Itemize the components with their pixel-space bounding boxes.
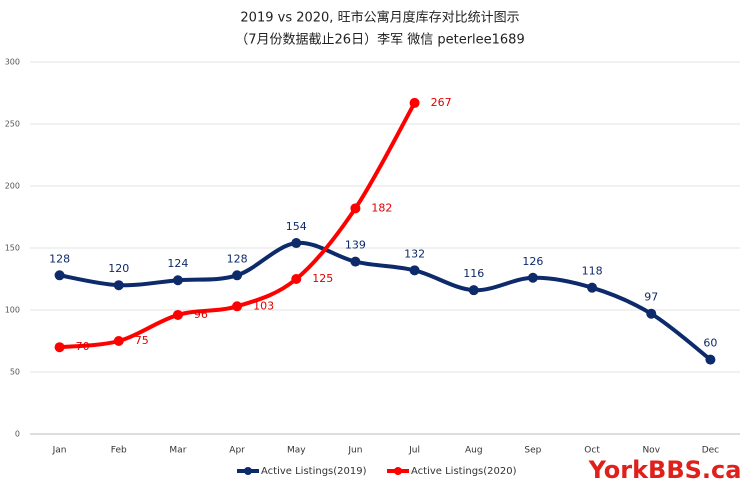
x-tick-label: Sep (524, 446, 541, 456)
data-label: 120 (108, 262, 129, 275)
data-label: 97 (644, 291, 658, 304)
x-tick-label: Oct (584, 446, 600, 456)
marker (409, 97, 420, 108)
marker (468, 285, 479, 296)
data-label: 132 (404, 247, 425, 260)
chart-subtitle: （7月份数据截止26日）李军 微信 peterlee1689 (235, 33, 524, 48)
data-label: 128 (49, 252, 70, 265)
data-label: 118 (582, 265, 603, 278)
x-tick-label: Feb (111, 446, 127, 456)
marker (291, 274, 302, 284)
marker (527, 272, 538, 283)
data-label: 70 (76, 340, 90, 353)
marker (113, 336, 124, 346)
y-tick-label: 300 (5, 58, 20, 67)
data-label: 125 (312, 272, 333, 285)
x-tick-label: Jul (408, 446, 420, 456)
marker (54, 270, 65, 281)
marker (646, 308, 657, 319)
marker (350, 203, 361, 214)
marker (587, 282, 598, 293)
marker (54, 342, 65, 353)
chart-title: 2019 vs 2020, 旺市公寓月度库存对比统计图示 (240, 10, 519, 26)
y-tick-label: 150 (5, 244, 20, 253)
marker (350, 256, 361, 267)
legend-label: Active Listings(2020) (411, 466, 517, 477)
x-tick-label: Jan (52, 446, 67, 456)
y-tick-label: 0 (15, 430, 20, 439)
x-tick-label: Aug (465, 446, 483, 456)
data-label: 126 (522, 255, 543, 268)
data-label: 116 (463, 267, 484, 280)
marker (409, 265, 420, 276)
y-tick-label: 100 (5, 306, 20, 315)
data-label: 139 (345, 239, 366, 252)
marker (705, 354, 716, 365)
data-label: 128 (227, 252, 248, 265)
y-tick-label: 250 (5, 120, 20, 129)
data-label: 60 (703, 337, 717, 350)
marker (232, 270, 243, 281)
x-tick-label: Jun (347, 446, 362, 456)
legend-marker (244, 467, 252, 475)
data-label: 96 (194, 308, 208, 321)
data-label: 75 (135, 334, 149, 347)
marker (172, 275, 183, 286)
y-tick-label: 50 (10, 368, 20, 377)
x-tick-label: Nov (642, 446, 660, 456)
watermark: YorkBBS.ca (588, 456, 742, 484)
x-tick-label: Mar (169, 446, 186, 456)
marker (113, 280, 124, 291)
x-tick-label: Dec (702, 446, 719, 456)
y-tick-label: 200 (5, 182, 20, 191)
legend-marker (394, 467, 402, 475)
data-label: 124 (167, 257, 188, 270)
marker (172, 309, 183, 320)
data-label: 267 (431, 96, 452, 109)
data-label: 182 (371, 201, 392, 214)
x-tick-label: May (287, 446, 306, 456)
marker (232, 301, 243, 312)
x-tick-label: Apr (229, 446, 245, 456)
legend-label: Active Listings(2019) (261, 466, 367, 477)
data-label: 103 (253, 299, 274, 312)
data-label: 154 (286, 220, 307, 233)
marker (291, 238, 302, 249)
